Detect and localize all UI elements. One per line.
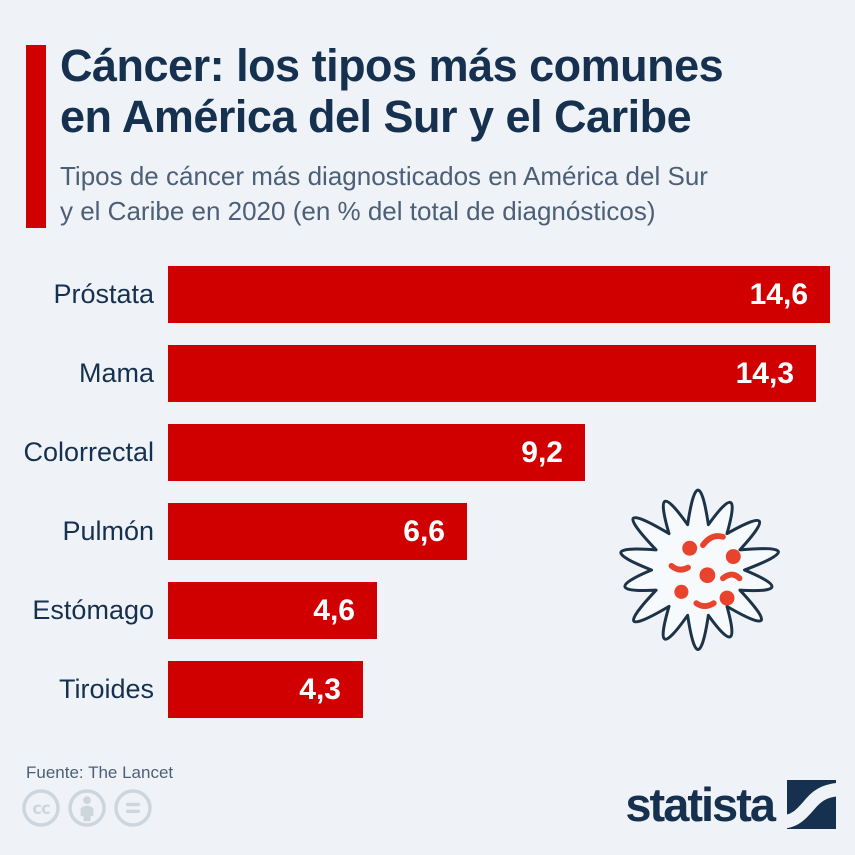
cell-dot <box>699 567 716 584</box>
cancer-cell-icon <box>619 488 780 652</box>
category-label: Pulmón <box>62 516 154 546</box>
cell-dash <box>693 600 717 610</box>
category-label: Próstata <box>53 279 154 309</box>
statista-wordmark: statista <box>625 778 776 831</box>
page-title: Cáncer: los tipos más comunes en América… <box>60 40 840 142</box>
category-label: Colorrectal <box>23 437 154 467</box>
cancer-cell-blob <box>619 488 780 652</box>
category-label: Estómago <box>32 595 154 625</box>
title-accent-bar <box>26 45 46 228</box>
page-title-line-2: en América del Sur y el Caribe <box>60 91 692 142</box>
value-label: 6,6 <box>403 514 445 548</box>
value-label: 4,3 <box>299 672 341 706</box>
value-label: 9,2 <box>521 435 563 469</box>
bar-row: Colorrectal 9,2 <box>0 424 855 481</box>
bar: 14,6 <box>168 266 830 323</box>
bar-row: Estómago 4,6 <box>0 582 855 639</box>
bar-row: Próstata 14,6 <box>0 266 855 323</box>
bar-row: Tiroides 4,3 <box>0 661 855 718</box>
cell-dot <box>725 549 741 565</box>
category-label: Mama <box>78 358 154 388</box>
no-derivatives-icon[interactable] <box>113 788 153 828</box>
bar: 4,3 <box>168 661 363 718</box>
cell-dot <box>719 590 735 606</box>
value-label: 14,3 <box>735 356 794 390</box>
chart-subtitle-line-2: y el Caribe en 2020 (en % del total de d… <box>60 196 656 226</box>
cell-dash <box>719 571 743 582</box>
cell-dash <box>700 533 726 549</box>
bar: 14,3 <box>168 345 816 402</box>
cc-icon[interactable]: cc <box>21 788 61 828</box>
chart-subtitle-line-1: Tipos de cáncer más diagnosticados en Am… <box>60 161 708 191</box>
source-text: Fuente: The Lancet <box>26 763 174 782</box>
bar-row: Pulmón 6,6 <box>0 503 855 560</box>
header: Cáncer: los tipos más comunes en América… <box>60 40 840 229</box>
bar: 6,6 <box>168 503 467 560</box>
page-title-line-1: Cáncer: los tipos más comunes <box>60 40 724 91</box>
license-icons: cc <box>21 788 153 828</box>
statista-logo[interactable]: statista <box>625 780 836 829</box>
category-label: Tiroides <box>58 674 154 704</box>
cell-dash <box>668 562 691 573</box>
value-label: 14,6 <box>749 277 808 311</box>
cell-dot <box>682 540 698 556</box>
cell-dot <box>674 584 689 599</box>
bar-chart: Próstata 14,6 Mama 14,3 Colorrectal 9,2 … <box>0 266 855 740</box>
svg-text:cc: cc <box>32 799 50 818</box>
bar-row: Mama 14,3 <box>0 345 855 402</box>
attribution-icon[interactable] <box>67 788 107 828</box>
bar: 9,2 <box>168 424 585 481</box>
bar: 4,6 <box>168 582 377 639</box>
value-label: 4,6 <box>313 593 355 627</box>
chart-subtitle: Tipos de cáncer más diagnosticados en Am… <box>60 159 840 229</box>
statista-logo-mark <box>787 780 836 829</box>
